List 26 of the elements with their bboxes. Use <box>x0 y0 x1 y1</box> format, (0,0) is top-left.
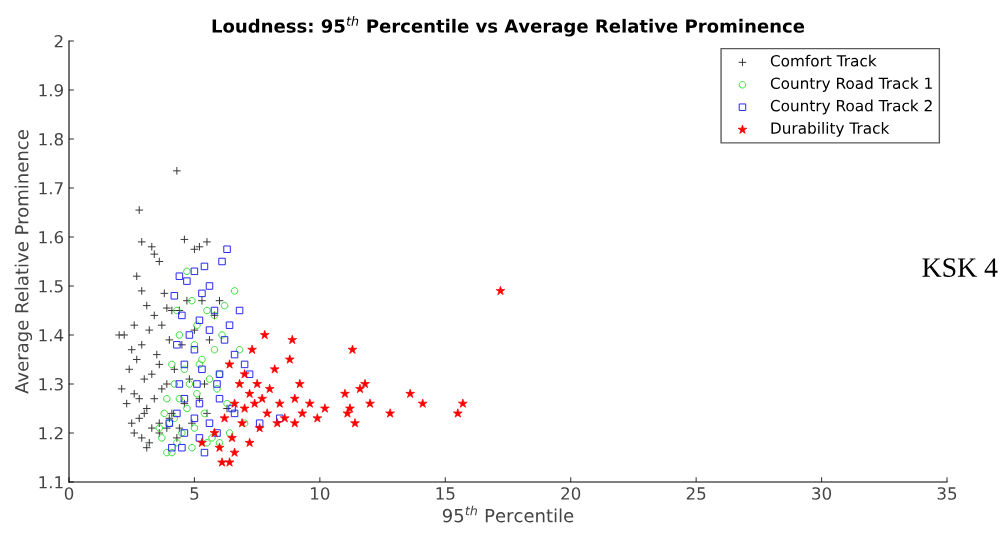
x-tick-label: 15 <box>436 487 455 500</box>
x-tick-label: 0 <box>64 487 74 500</box>
y-tick-label: 1.8 <box>39 132 63 146</box>
y-tick-label: 1.5 <box>39 280 63 293</box>
y-tick-label: 1.6 <box>39 230 64 244</box>
x-tick-label: 5 <box>190 487 199 500</box>
x-tick-label: 35 <box>937 487 957 500</box>
y-tick-label: 1.1 <box>39 476 63 489</box>
y-tick-label: 1.2 <box>39 426 63 440</box>
legend-label: Durability Track <box>771 122 890 137</box>
y-tick-label: 1.9 <box>39 83 63 97</box>
y-axis-title: Average Relative Prominence <box>14 130 33 394</box>
y-tick-label: 2 <box>54 34 63 48</box>
legend-label: Country Road Track 1 <box>770 77 932 92</box>
y-tick-label: 1.3 <box>39 377 63 391</box>
legend-label: Comfort Track <box>770 54 877 67</box>
y-tick-label: 1.7 <box>39 182 63 195</box>
legend-label: Country Road Track 2 <box>770 99 932 115</box>
y-tick-label: 1.4 <box>39 329 64 342</box>
x-axis-title: 95$^{th}$ Percentile <box>442 505 574 523</box>
annotation: KSK 4 <box>922 258 998 277</box>
chart-title: Loudness: 95$^{th}$ Percentile vs Average Relative Prominence <box>212 16 805 37</box>
x-tick-label: 10 <box>311 487 330 500</box>
x-tick-label: 25 <box>686 487 706 500</box>
x-tick-label: 20 <box>561 487 581 500</box>
x-tick-label: 30 <box>812 487 832 500</box>
